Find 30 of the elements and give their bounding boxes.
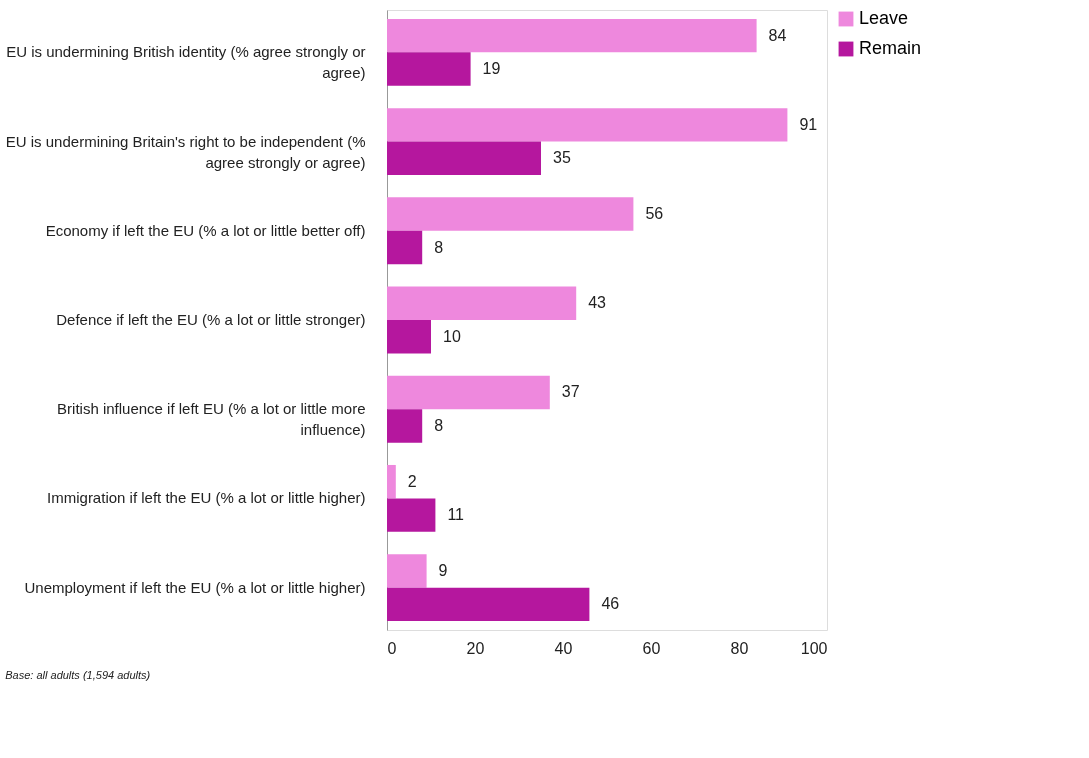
data-label: 10: [443, 327, 461, 345]
data-label: 46: [601, 595, 620, 613]
data-label: 56: [645, 205, 664, 223]
legend-label: Remain: [859, 38, 922, 58]
data-label: 8: [434, 416, 444, 434]
y-tick-label: Immigration if left the EU (% a lot or little higher): [47, 489, 366, 507]
y-tick-label: Economy if left the EU (% a lot or little better off): [45, 221, 366, 239]
data-label: 37: [561, 383, 580, 401]
data-label: 84: [768, 26, 787, 44]
legend-label: Leave: [859, 8, 909, 28]
y-tick-label: Defence if left the EU (% a lot or little stronger): [56, 311, 366, 328]
y-tick-label: EU is undermining Britain's right to be independent (% agree strongly or agree): [5, 132, 366, 171]
data-label: 8: [434, 238, 444, 256]
data-label: 35: [553, 149, 571, 167]
x-tick-label: 100: [800, 639, 828, 657]
data-label: 43: [588, 294, 607, 312]
y-tick-label: EU is undermining British identity (% agree strongly or agree): [6, 43, 366, 82]
data-label: 19: [482, 60, 501, 78]
x-tick-label: 80: [730, 639, 749, 657]
data-label: 9: [438, 561, 448, 579]
data-label: 2: [407, 472, 417, 490]
y-tick-label: Unemployment if left the EU (% a lot or little higher): [24, 578, 366, 596]
data-label: 91: [799, 115, 818, 133]
x-tick-label: 0: [387, 639, 397, 657]
data-label: 11: [447, 506, 465, 524]
x-tick-label: 20: [466, 639, 485, 657]
y-tick-label: British influence if left EU (% a lot or little more influence): [57, 400, 366, 439]
x-tick-label: 40: [554, 639, 573, 657]
text: Base: all adults (1,594 adults): [5, 669, 151, 681]
x-tick-label: 60: [642, 639, 661, 657]
